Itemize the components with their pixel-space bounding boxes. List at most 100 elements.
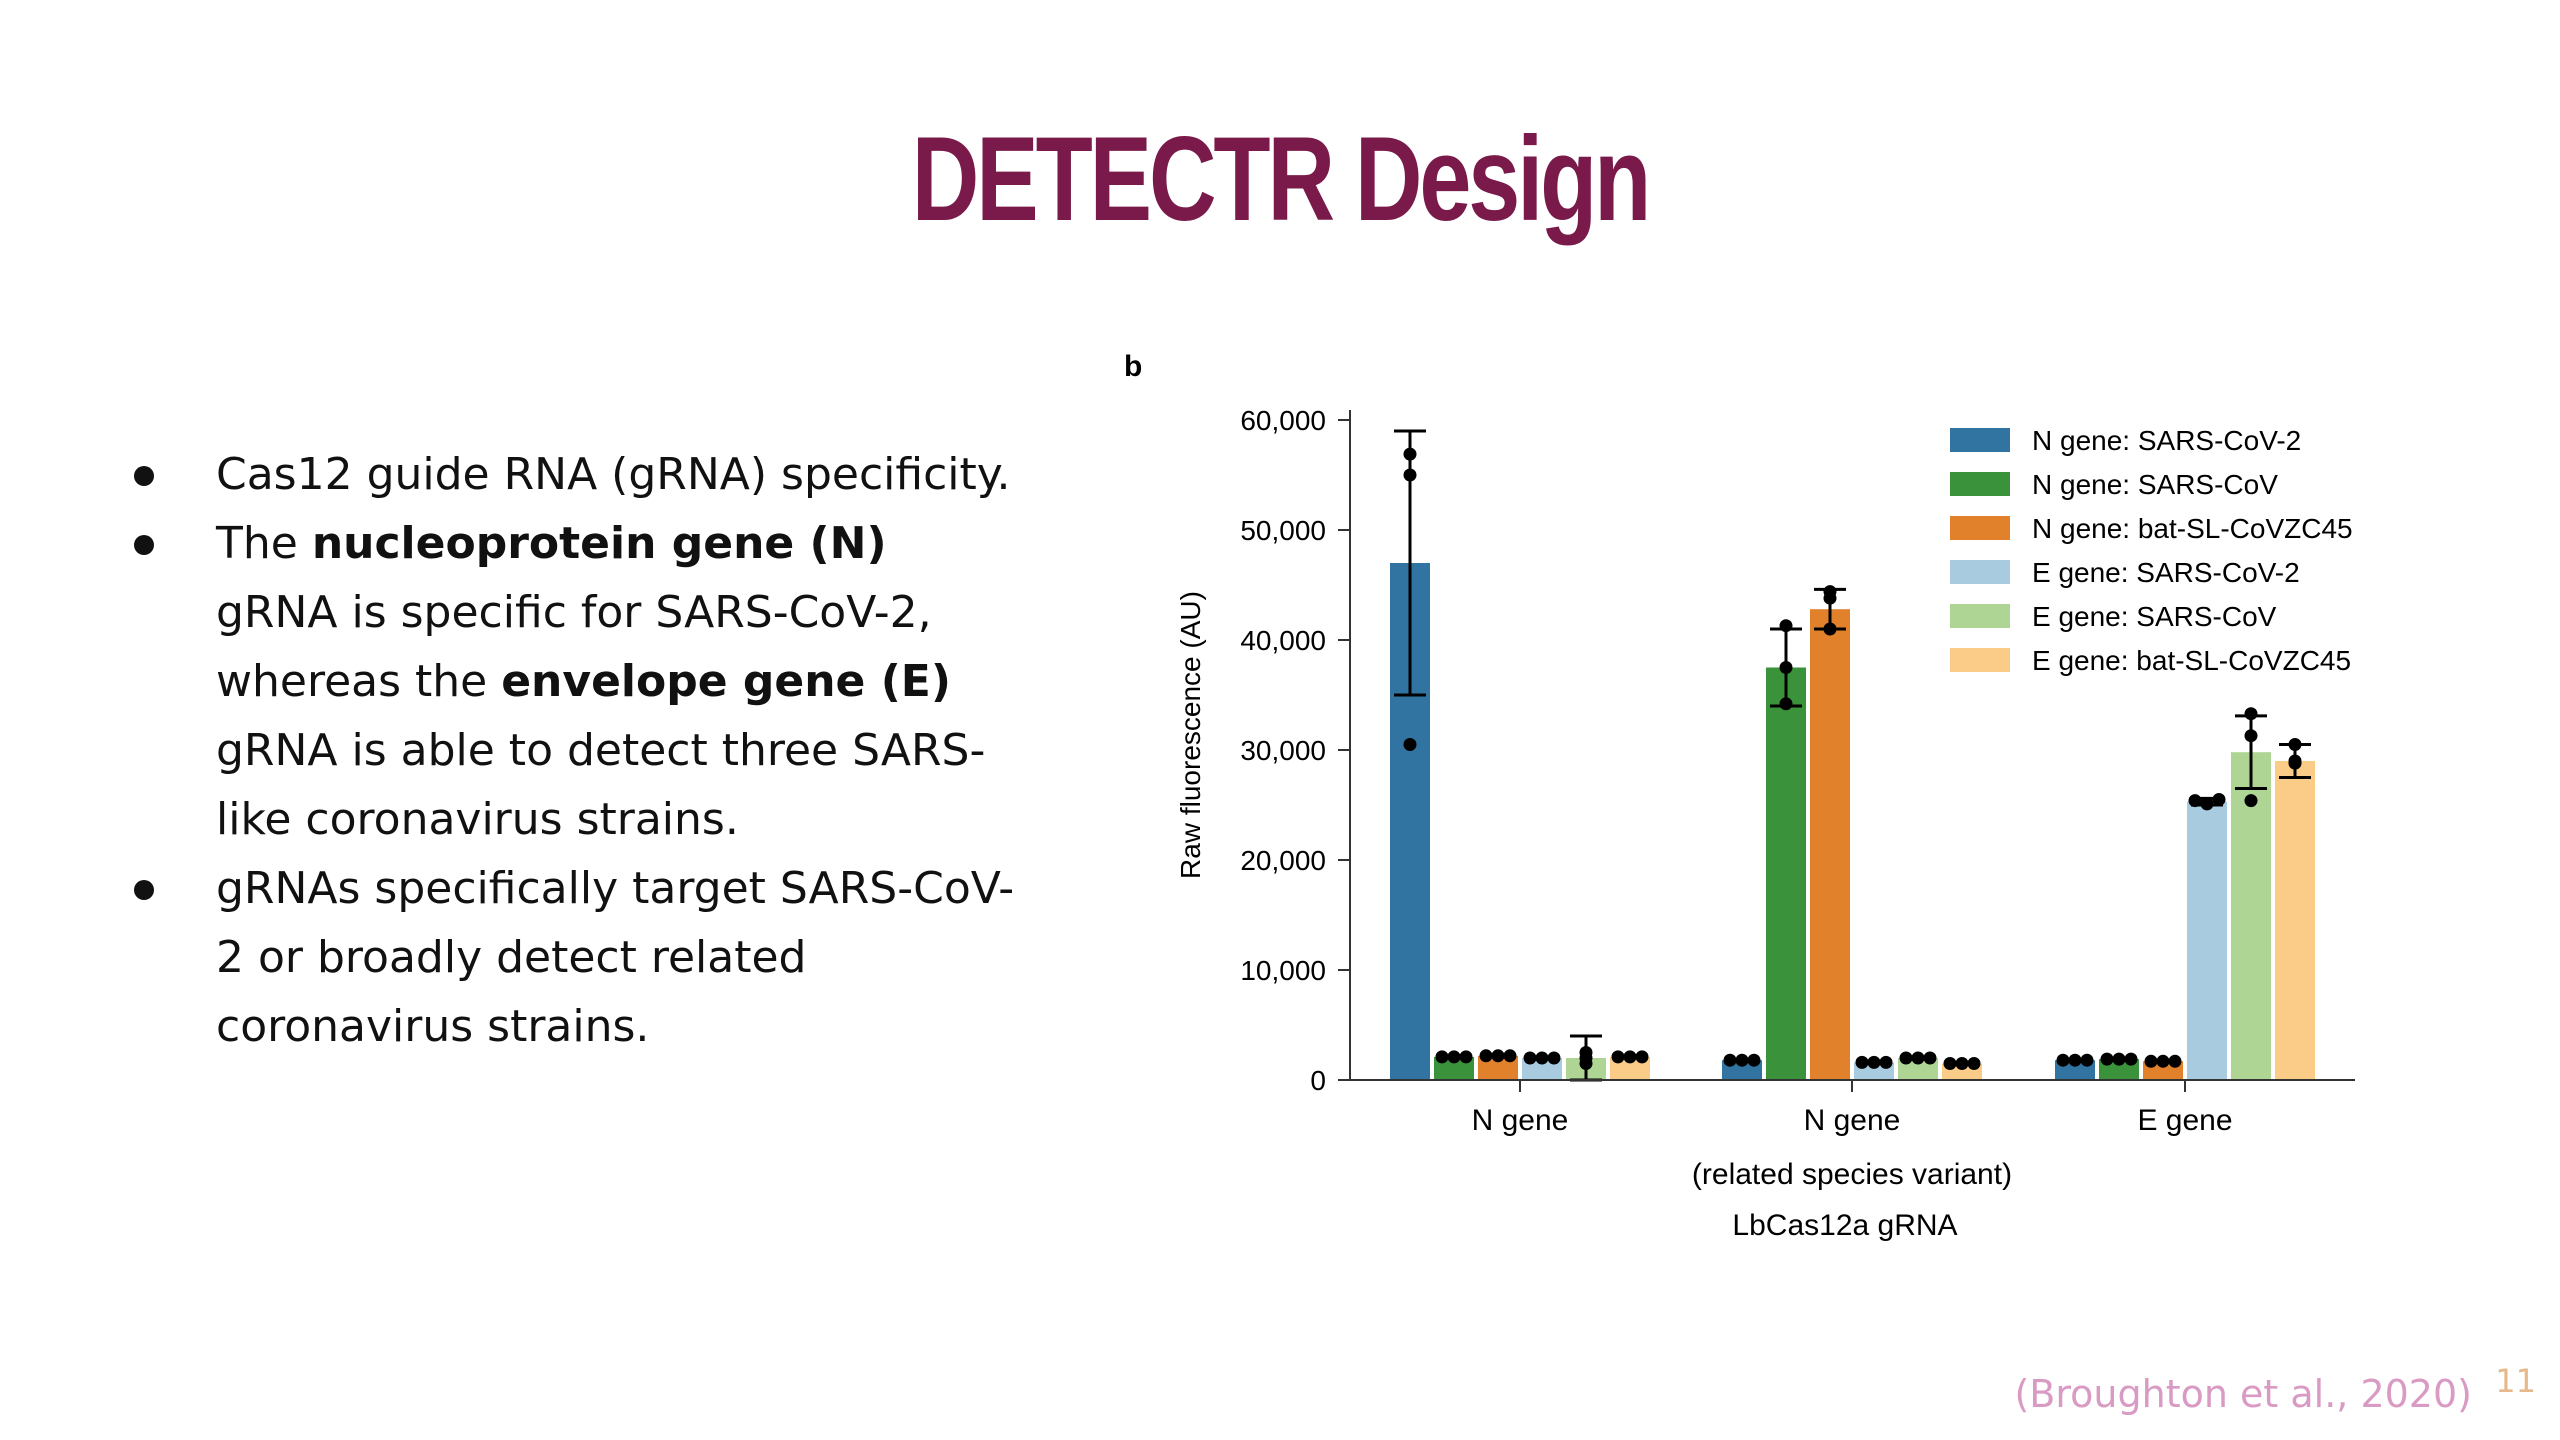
data-point <box>2212 793 2226 806</box>
y-tick-label: 60,000 <box>1240 405 1326 436</box>
data-point <box>1403 738 1417 751</box>
data-point <box>1779 619 1793 633</box>
data-point <box>1867 1055 1881 1069</box>
legend-label: N gene: SARS-CoV-2 <box>2032 425 2301 456</box>
bullet-text: Cas12 guide RNA (gRNA) specificity. <box>216 449 1011 500</box>
data-point <box>1459 1050 1473 1064</box>
data-point <box>2244 707 2258 721</box>
data-point <box>1823 622 1837 636</box>
data-point <box>1955 1057 1969 1070</box>
y-axis-label: Raw fluorescence (AU) <box>1175 591 1206 879</box>
data-point <box>1735 1053 1749 1067</box>
legend-label: N gene: SARS-CoV <box>2032 469 2278 500</box>
data-point <box>1579 1057 1593 1070</box>
data-point <box>2200 797 2214 811</box>
bullet-text-part: The <box>216 518 312 569</box>
data-point <box>1611 1050 1625 1064</box>
data-point <box>2080 1053 2094 1067</box>
bar <box>2275 761 2315 1080</box>
bars <box>1390 563 2315 1080</box>
data-point <box>2288 738 2302 751</box>
y-tick-label: 20,000 <box>1240 845 1326 876</box>
data-point <box>1623 1050 1637 1064</box>
bullet-item: The nucleoprotein gene (N) gRNA is speci… <box>120 509 1020 854</box>
data-point <box>2288 756 2302 770</box>
data-point <box>1855 1055 1869 1069</box>
y-axis: 0 10,000 20,000 30,000 40,000 50,000 60,000 <box>1240 405 1351 1096</box>
bar <box>2187 801 2227 1080</box>
data-point <box>1547 1051 1561 1065</box>
legend-label: E gene: SARS-CoV-2 <box>2032 557 2300 588</box>
data-point <box>1879 1055 1893 1069</box>
data-point <box>2068 1053 2082 1067</box>
y-tick-label: 40,000 <box>1240 625 1326 656</box>
data-point <box>1403 447 1417 461</box>
data-point <box>2156 1054 2170 1068</box>
bullet-bold-text: nucleoprotein gene (N) <box>311 518 887 569</box>
data-point <box>1747 1053 1761 1067</box>
data-point <box>1635 1050 1649 1064</box>
x-axis: N gene N gene (related species variant) E g… <box>1350 1079 2355 1191</box>
legend-swatch <box>1950 472 2010 496</box>
data-point <box>1923 1051 1937 1065</box>
bullet-text-part: gRNA is able to detect three SARS-like c… <box>216 725 986 845</box>
legend-label: E gene: SARS-CoV <box>2032 601 2277 632</box>
legend-swatch <box>1950 604 2010 628</box>
x-tick-sublabel: (related species variant) <box>1692 1158 2012 1191</box>
data-point <box>2244 729 2258 743</box>
data-point <box>2168 1054 2182 1068</box>
data-point <box>2244 794 2258 808</box>
bar-chart: b Raw fluorescence (AU) 0 10,000 20,000 30,… <box>1124 350 2355 1242</box>
bullet-item: Cas12 guide RNA (gRNA) specificity. <box>120 440 1020 509</box>
data-point <box>2144 1054 2158 1068</box>
data-point <box>2112 1052 2126 1066</box>
data-point <box>1435 1050 1449 1064</box>
data-point <box>2100 1052 2114 1066</box>
data-point <box>1447 1050 1461 1064</box>
page-number: 11 <box>2495 1362 2536 1400</box>
data-point <box>1723 1053 1737 1067</box>
bullet-text: gRNAs specifically target SARS-CoV-2 or … <box>216 863 1015 1052</box>
bullet-list: Cas12 guide RNA (gRNA) specificity. The … <box>120 440 1020 1061</box>
y-tick-label: 50,000 <box>1240 515 1326 546</box>
data-point <box>2056 1053 2070 1067</box>
data-point <box>1899 1051 1913 1065</box>
data-point <box>2188 794 2202 808</box>
data-point <box>1503 1049 1517 1063</box>
slide-title: DETECTR Design <box>911 112 1652 246</box>
data-point <box>1967 1057 1981 1070</box>
legend-swatch <box>1950 428 2010 452</box>
data-point <box>1523 1051 1537 1065</box>
bullet-item: gRNAs specifically target SARS-CoV-2 or … <box>120 854 1020 1061</box>
data-point <box>1823 591 1837 605</box>
data-point <box>1535 1051 1549 1065</box>
data-point <box>2124 1052 2138 1066</box>
data-point <box>1779 661 1793 674</box>
data-point <box>1403 468 1417 482</box>
data-point <box>1491 1049 1505 1063</box>
legend-swatch <box>1950 560 2010 584</box>
bullet-bold-text: envelope gene (E) <box>501 656 951 707</box>
x-tick-label: E gene <box>2137 1104 2232 1137</box>
y-tick-label: 0 <box>1310 1065 1326 1096</box>
legend-swatch <box>1950 648 2010 672</box>
bar <box>1810 609 1850 1080</box>
citation: (Broughton et al., 2020) <box>2014 1372 2472 1416</box>
y-tick-label: 30,000 <box>1240 735 1326 766</box>
bar <box>1766 667 1806 1080</box>
panel-label: b <box>1124 350 1142 383</box>
data-points <box>1403 447 2302 1070</box>
data-point <box>1911 1051 1925 1065</box>
data-point <box>1479 1049 1493 1063</box>
legend-swatch <box>1950 516 2010 540</box>
x-axis-label: LbCas12a gRNA <box>1732 1209 1957 1242</box>
legend: N gene: SARS-CoV-2 N gene: SARS-CoV N gene… <box>1950 425 2353 676</box>
data-point <box>1943 1057 1957 1070</box>
y-tick-label: 10,000 <box>1240 955 1326 986</box>
legend-label: E gene: bat-SL-CoVZC45 <box>2032 645 2351 676</box>
data-point <box>1779 697 1793 711</box>
x-tick-label: N gene <box>1472 1104 1569 1137</box>
legend-label: N gene: bat-SL-CoVZC45 <box>2032 513 2353 544</box>
x-tick-label: N gene <box>1804 1104 1901 1137</box>
bullet-text-part: gRNA is specific for SARS-CoV-2, whereas… <box>216 587 932 707</box>
